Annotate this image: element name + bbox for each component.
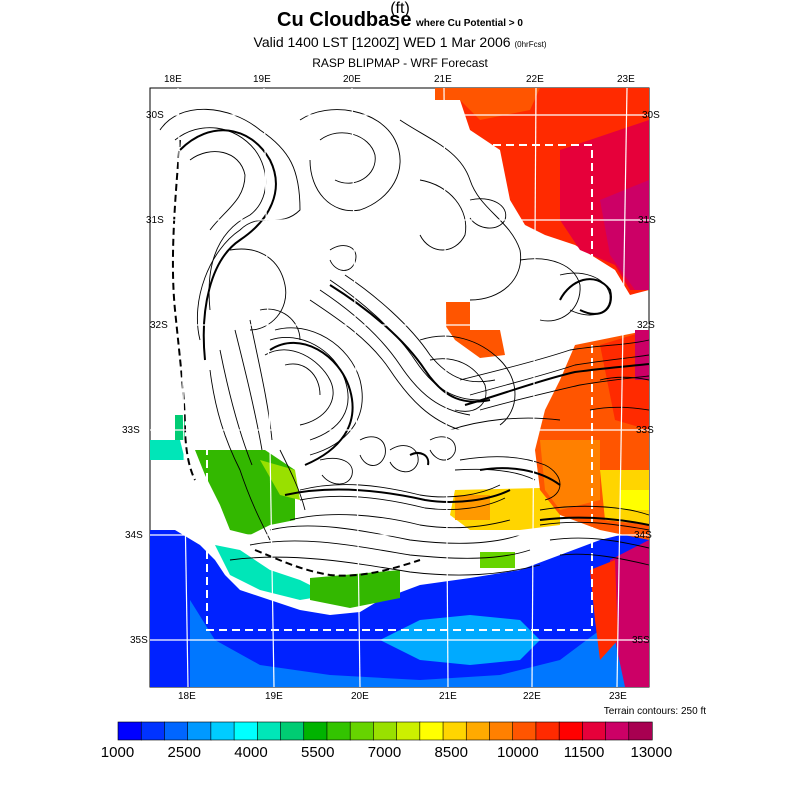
lon-label-top: 21E [434,74,452,85]
lat-label-left: 31S [146,215,164,226]
northeast-orange [435,88,540,120]
graticule [150,87,649,688]
ocean-mid-band [190,590,649,687]
colorbar-tick-label: 8500 [434,744,468,761]
colorbar-swatch [373,721,398,741]
colorbar-swatch [489,721,514,741]
lat-label-left: 35S [130,635,148,646]
colorbar-tick-label: 7000 [367,744,402,761]
colorbar-swatch [280,721,305,741]
terrain-contour-note: Terrain contours: 250 ft [603,706,706,717]
lat-label-left: 32S [150,320,168,331]
lat-label-left: 33S [122,425,140,436]
colorbar [117,721,653,741]
west-inlet-green [175,415,185,440]
south-coast-green-2 [480,552,515,568]
source-label: RASP BLIPMAP - WRF Forecast [312,56,488,70]
lat-label-right: 32S [637,320,655,331]
colorbar-units: (ft) [390,0,410,17]
colorbar-tick-label: 4000 [234,744,268,761]
lon-label-bottom: 21E [439,691,457,702]
ocean-east-band [590,560,618,660]
lon-label-bottom: 18E [178,691,196,702]
lat-label-right: 31S [638,215,656,226]
colorbar-swatch [396,721,421,741]
colorbar-swatch [187,721,212,741]
colorbar-swatch [465,721,491,741]
valid-time: Valid 1400 LST [1200Z] WED 1 Mar 2006 (0… [0,34,800,50]
colorbar-swatch [164,721,189,741]
colorbar-swatch [419,721,444,741]
valid-time-text: Valid 1400 LST [1200Z] WED 1 Mar 2006 [253,34,511,50]
terrain-contours-bold [179,129,650,526]
lat-label-right: 33S [636,425,654,436]
lon-label-bottom: 22E [523,691,541,702]
southeast-lightyellow [620,490,649,510]
lon-label-top: 18E [164,74,182,85]
map-plot [149,87,650,688]
ocean-east-high [610,540,649,687]
west-inlet-cyan [150,440,185,460]
lat-label-right: 30S [642,110,660,121]
colorbar-swatch [512,721,537,741]
lat-label-left: 30S [146,110,164,121]
colorbar-swatch [605,721,630,741]
colorbar-swatch [140,721,166,741]
colorbar-swatch [117,721,142,741]
colorbar-tick-label: 13000 [630,744,673,761]
title-qualifier: where Cu Potential > 0 [415,18,523,29]
lon-label-top: 19E [253,74,271,85]
colorbar-swatch [535,721,560,741]
title-main: Cu Cloudbase [277,9,412,31]
southeast-orange [540,440,600,510]
colorbar-swatch [558,721,583,741]
lat-label-right: 35S [632,635,650,646]
colorbar-swatch [210,721,235,741]
colorbar-swatch [233,721,258,741]
lat-label-left: 34S [125,530,143,541]
colorbar-tick-label: 2500 [167,744,201,761]
colorbar-tick-label: 1000 [100,744,135,761]
colorbar-swatch [442,721,467,741]
forecast-hour: (0hrFcst) [514,40,547,49]
colorbar-tick-label: 5500 [301,744,335,761]
lon-label-top: 22E [526,74,544,85]
colorbar-swatch [256,721,282,741]
colorbar-swatch [582,721,607,741]
lon-label-bottom: 20E [351,691,369,702]
colorbar-tick-label: 10000 [497,744,539,761]
lat-label-right: 34S [634,530,652,541]
colorbar-swatch [628,721,653,741]
colorbar-swatch [303,721,328,741]
lon-label-bottom: 23E [609,691,627,702]
colorbar-swatch [326,721,351,741]
colorbar-swatch [349,721,374,741]
south-coast-green [310,570,400,608]
lon-label-top: 23E [617,74,635,85]
map-title: Cu Cloudbase where Cu Potential > 0 [0,9,800,32]
forecast-domain-box [206,144,593,631]
central-orange-patch [445,302,505,358]
lon-label-bottom: 19E [265,691,283,702]
colorbar-tick-label: 11500 [563,744,605,761]
terrain-contours [159,108,650,576]
coastline-dashed [171,139,421,577]
lon-label-top: 20E [343,74,361,85]
